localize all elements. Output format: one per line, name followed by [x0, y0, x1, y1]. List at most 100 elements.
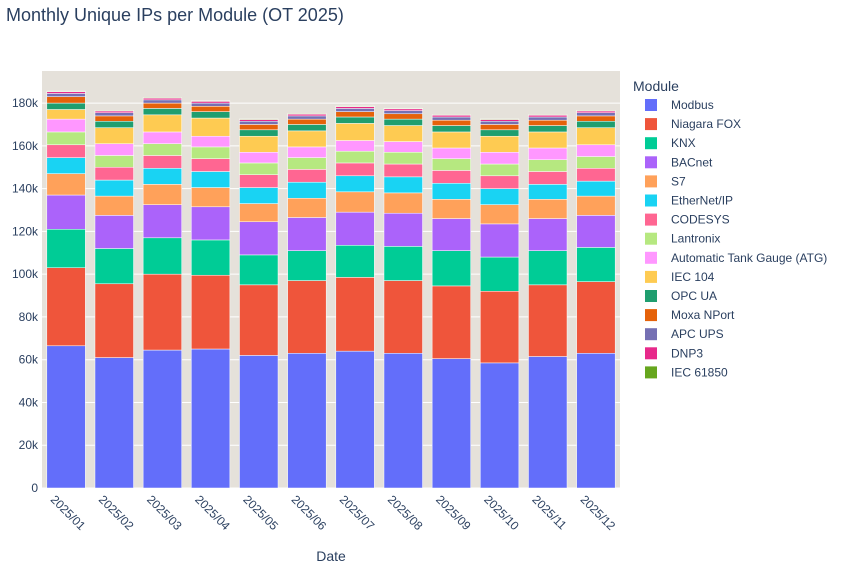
bar-segment[interactable]	[576, 156, 616, 169]
bar-segment[interactable]	[480, 223, 520, 258]
bar-segment[interactable]	[287, 115, 327, 120]
bar-segment[interactable]	[383, 118, 423, 126]
bar-segment[interactable]	[431, 358, 471, 489]
bar-segment[interactable]	[383, 192, 423, 214]
bar-segment[interactable]	[576, 168, 616, 182]
bar-segment[interactable]	[528, 356, 568, 489]
bar-segment[interactable]	[383, 163, 423, 178]
bar-segment[interactable]	[480, 256, 520, 292]
bar-segment[interactable]	[431, 119, 471, 126]
bar-segment[interactable]	[335, 140, 375, 152]
bar-segment[interactable]	[528, 218, 568, 251]
bar-segment[interactable]	[239, 118, 279, 120]
bar-segment[interactable]	[239, 162, 279, 175]
bar-segment[interactable]	[46, 194, 86, 230]
bar-segment[interactable]	[576, 247, 616, 282]
bar-segment[interactable]	[528, 114, 568, 116]
bar-segment[interactable]	[142, 168, 182, 185]
bar-segment[interactable]	[287, 353, 327, 489]
bar-segment[interactable]	[46, 228, 86, 268]
bar-segment[interactable]	[142, 204, 182, 239]
bar-segment[interactable]	[480, 362, 520, 489]
bar-segment[interactable]	[191, 348, 231, 489]
bar-segment[interactable]	[335, 111, 375, 118]
bar-segment[interactable]	[191, 100, 231, 102]
bar-segment[interactable]	[94, 112, 134, 117]
legend-item[interactable]: CODESYS	[645, 213, 730, 227]
bar-segment[interactable]	[46, 173, 86, 196]
bar-segment[interactable]	[480, 152, 520, 165]
bar-segment[interactable]	[576, 115, 616, 122]
bar-segment[interactable]	[239, 254, 279, 286]
bar-segment[interactable]	[480, 124, 520, 131]
bar-segment[interactable]	[431, 131, 471, 149]
bar-segment[interactable]	[94, 215, 134, 249]
bar-segment[interactable]	[383, 246, 423, 281]
bar-segment[interactable]	[287, 118, 327, 125]
bar-segment[interactable]	[287, 181, 327, 199]
bar-segment[interactable]	[431, 199, 471, 219]
bar-segment[interactable]	[335, 245, 375, 278]
bar-segment[interactable]	[191, 274, 231, 350]
legend-item[interactable]: OPC UA	[645, 289, 717, 303]
bar-segment[interactable]	[287, 130, 327, 148]
bar-segment[interactable]	[383, 110, 423, 115]
bar-segment[interactable]	[335, 277, 375, 352]
bar-segment[interactable]	[142, 237, 182, 275]
bar-segment[interactable]	[576, 127, 616, 146]
bar-segment[interactable]	[335, 162, 375, 177]
bar-segment[interactable]	[46, 118, 86, 133]
bar-segment[interactable]	[287, 217, 327, 251]
bar-segment[interactable]	[94, 179, 134, 197]
bar-segment[interactable]	[191, 239, 231, 276]
bar-segment[interactable]	[94, 127, 134, 144]
bar-segment[interactable]	[480, 175, 520, 189]
bar-segment[interactable]	[528, 184, 568, 200]
bar-segment[interactable]	[383, 113, 423, 120]
bar-segment[interactable]	[191, 171, 231, 188]
bar-segment[interactable]	[480, 129, 520, 137]
bar-segment[interactable]	[46, 267, 86, 347]
bar-segment[interactable]	[239, 152, 279, 164]
legend-item[interactable]: IEC 104	[645, 270, 715, 284]
bar-segment[interactable]	[576, 110, 616, 113]
bar-segment[interactable]	[383, 107, 423, 110]
bar-segment[interactable]	[528, 171, 568, 185]
bar-segment[interactable]	[335, 191, 375, 213]
bar-segment[interactable]	[142, 155, 182, 169]
bar-segment[interactable]	[142, 131, 182, 144]
bar-segment[interactable]	[94, 110, 134, 112]
bar-segment[interactable]	[335, 116, 375, 124]
legend-item[interactable]: KNX	[645, 136, 696, 150]
bar-segment[interactable]	[46, 93, 86, 97]
bar-segment[interactable]	[94, 155, 134, 168]
bar-segment[interactable]	[46, 91, 86, 94]
bar-segment[interactable]	[239, 221, 279, 256]
bar-segment[interactable]	[528, 147, 568, 160]
legend-item[interactable]: Lantronix	[645, 232, 720, 246]
bar-segment[interactable]	[335, 105, 375, 107]
bar-segment[interactable]	[239, 124, 279, 131]
bar-segment[interactable]	[287, 250, 327, 281]
bar-segment[interactable]	[191, 135, 231, 148]
bar-segment[interactable]	[383, 125, 423, 142]
bar-segment[interactable]	[191, 206, 231, 241]
bar-segment[interactable]	[431, 285, 471, 359]
bar-segment[interactable]	[383, 141, 423, 153]
bar-segment[interactable]	[383, 152, 423, 165]
bar-segment[interactable]	[576, 144, 616, 157]
bar-segment[interactable]	[528, 250, 568, 286]
bar-segment[interactable]	[335, 211, 375, 246]
bar-segment[interactable]	[287, 113, 327, 115]
bar-segment[interactable]	[142, 102, 182, 109]
bar-segment[interactable]	[431, 125, 471, 133]
legend-item[interactable]: Moxa NPort	[645, 308, 735, 322]
bar-segment[interactable]	[480, 118, 520, 120]
bar-segment[interactable]	[431, 250, 471, 287]
bar-segment[interactable]	[46, 109, 86, 120]
bar-segment[interactable]	[94, 121, 134, 128]
bar-segment[interactable]	[480, 119, 520, 122]
bar-segment[interactable]	[46, 157, 86, 174]
bar-segment[interactable]	[142, 108, 182, 116]
bar-segment[interactable]	[576, 353, 616, 489]
